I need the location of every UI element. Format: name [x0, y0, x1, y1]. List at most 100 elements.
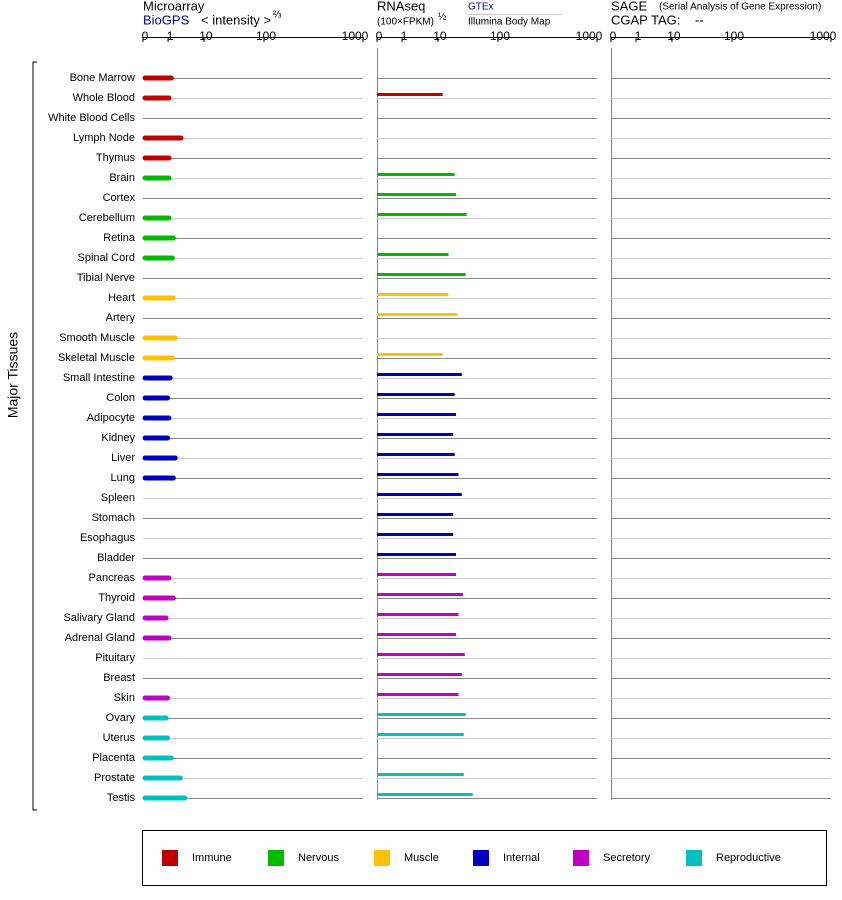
bar	[377, 653, 465, 656]
row-label: Adrenal Gland	[65, 632, 135, 644]
row-label: Cortex	[103, 192, 136, 204]
bar	[377, 553, 457, 556]
x-tick-label: 0	[610, 29, 617, 43]
bar	[377, 313, 458, 316]
row-label: Lung	[111, 472, 135, 484]
row-label: Pituitary	[95, 652, 135, 664]
x-tick-label: 100	[490, 29, 510, 43]
bar	[377, 293, 449, 296]
bar	[377, 453, 455, 456]
legend-label: Internal	[503, 852, 540, 864]
legend-swatch	[573, 850, 589, 866]
legend-label: Muscle	[404, 852, 439, 864]
panel-source: Illumina Body Map	[468, 17, 551, 28]
axis-label: < intensity >	[201, 12, 271, 27]
x-tick-label: 100	[256, 29, 276, 43]
axis-label: (100×FPKM)	[377, 17, 434, 28]
x-tick-label: 1000	[342, 29, 369, 43]
axis-label: CGAP TAG:	[611, 12, 680, 27]
row-label: Stomach	[92, 512, 135, 524]
legend-swatch	[374, 850, 390, 866]
row-label: Thyroid	[98, 592, 135, 604]
row-label: Kidney	[101, 432, 135, 444]
row-label: Whole Blood	[73, 92, 135, 104]
bar	[377, 693, 459, 696]
row-label: Skeletal Muscle	[58, 352, 135, 364]
legend-label: Immune	[192, 852, 232, 864]
bar	[377, 493, 462, 496]
row-label: Small Intestine	[63, 372, 135, 384]
bar	[377, 373, 462, 376]
legend-swatch	[268, 850, 284, 866]
bar	[377, 713, 466, 716]
panel-title: RNAseq	[377, 0, 425, 13]
row-label: Skin	[114, 692, 135, 704]
row-label: Artery	[106, 312, 136, 324]
bar	[377, 793, 473, 796]
bar	[377, 473, 459, 476]
x-tick-label: 0	[142, 29, 149, 43]
row-label: Pancreas	[89, 572, 136, 584]
x-tick-label: 1000	[810, 29, 837, 43]
bar	[377, 433, 454, 436]
bar	[377, 613, 459, 616]
legend-box	[142, 830, 827, 886]
x-tick-label: 10	[199, 29, 213, 43]
row-label: Cerebellum	[79, 212, 135, 224]
row-label: Spleen	[101, 492, 135, 504]
axis-label-exponent: ⅔	[273, 10, 282, 21]
tag: --	[695, 12, 704, 27]
row-label: Prostate	[94, 772, 135, 784]
row-label: White Blood Cells	[48, 112, 135, 124]
row-label: Bone Marrow	[70, 72, 135, 84]
legend-label: Secretory	[603, 852, 651, 864]
bar	[377, 353, 443, 356]
x-tick-label: 1000	[576, 29, 603, 43]
bar	[377, 673, 462, 676]
row-label: Spinal Cord	[78, 252, 135, 264]
row-label: Placenta	[92, 752, 136, 764]
bar	[377, 273, 466, 276]
row-label: Salivary Gland	[63, 612, 135, 624]
row-label: Liver	[111, 452, 135, 464]
legend-label: Nervous	[298, 852, 339, 864]
row-label: Major Tissues	[5, 332, 21, 418]
panel-title: Microarray	[143, 0, 205, 13]
row-label: Uterus	[103, 732, 136, 744]
bar	[377, 193, 457, 196]
bar	[377, 733, 464, 736]
x-tick-label: 10	[433, 29, 447, 43]
bar	[377, 533, 454, 536]
legend-label: Reproductive	[716, 852, 781, 864]
legend-swatch	[473, 850, 489, 866]
row-label: Breast	[103, 672, 135, 684]
row-label: Lymph Node	[73, 132, 135, 144]
x-tick-label: 0	[376, 29, 383, 43]
row-label: Retina	[103, 232, 136, 244]
legend-swatch	[686, 850, 702, 866]
x-tick-label: 10	[667, 29, 681, 43]
row-label: Bladder	[97, 552, 135, 564]
bar	[377, 253, 449, 256]
row-label: Smooth Muscle	[59, 332, 135, 344]
bracket	[32, 61, 37, 811]
row-label: Adipocyte	[87, 412, 135, 424]
bar	[377, 413, 457, 416]
row-label: Testis	[107, 792, 136, 804]
bar	[377, 173, 455, 176]
x-tick-label: 1	[635, 29, 642, 43]
panel-source: GTEx	[468, 2, 494, 13]
bar	[377, 513, 454, 516]
bar	[377, 393, 455, 396]
x-tick-label: 1	[401, 29, 408, 43]
bar	[377, 213, 467, 216]
row-label: Thymus	[96, 152, 136, 164]
row-label: Colon	[106, 392, 135, 404]
legend-swatch	[162, 850, 178, 866]
row-label: Brain	[109, 172, 135, 184]
bar	[377, 93, 443, 96]
panel-subtitle: (Serial Analysis of Gene Expression)	[659, 2, 821, 13]
bar	[377, 773, 464, 776]
bar	[377, 573, 457, 576]
